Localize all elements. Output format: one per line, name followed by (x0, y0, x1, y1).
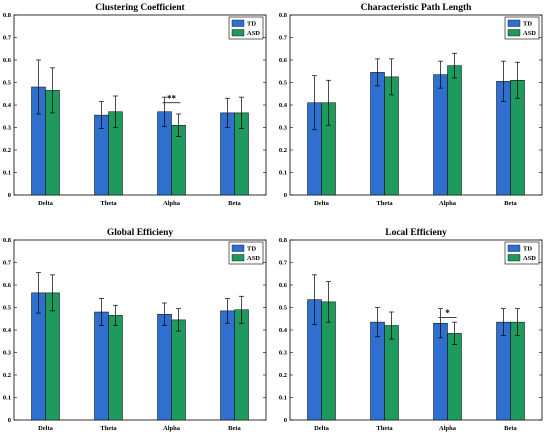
y-tick-label: 0.6 (279, 57, 288, 64)
y-tick-label: 0 (8, 192, 11, 199)
bar-td (497, 322, 511, 420)
legend-swatch-td (508, 245, 520, 252)
x-tick-label: Theta (376, 425, 393, 432)
significance-marker: * (445, 308, 450, 318)
bar-asd (109, 315, 123, 420)
y-tick-label: 0.1 (3, 170, 11, 177)
y-tick-label: 0.3 (279, 125, 288, 132)
y-tick-label: 0.3 (3, 125, 12, 132)
bar-asd (172, 320, 186, 420)
legend-label-td: TD (247, 246, 256, 253)
y-tick-label: 0.5 (279, 80, 288, 87)
legend-swatch-td (232, 245, 244, 252)
x-tick-label: Delta (38, 425, 54, 432)
x-tick-label: Alpha (163, 200, 181, 207)
bar-asd (511, 322, 525, 420)
x-tick-label: Beta (228, 425, 241, 432)
y-tick-label: 0.7 (3, 35, 12, 42)
y-tick-label: 0.8 (3, 237, 12, 244)
y-tick-label: 0.7 (3, 260, 12, 267)
x-tick-label: Delta (38, 200, 54, 207)
chart-title: Characteristic Path Length (361, 3, 473, 13)
legend-swatch-td (508, 20, 520, 27)
y-tick-label: 0.5 (3, 80, 12, 87)
bar-asd (46, 293, 60, 420)
y-tick-label: 0.1 (3, 395, 11, 402)
y-tick-label: 0.5 (3, 305, 12, 312)
legend-swatch-asd (508, 255, 520, 262)
y-tick-label: 0.6 (3, 57, 12, 64)
y-tick-label: 0.8 (279, 237, 288, 244)
x-tick-label: Alpha (163, 425, 181, 432)
legend-swatch-asd (232, 255, 244, 262)
y-tick-label: 0.8 (279, 12, 288, 19)
y-tick-label: 0.6 (279, 282, 288, 289)
y-tick-label: 0.7 (279, 260, 288, 267)
chart-panel-1: 0 0.1 0.2 0.3 0.4 0.5 0.6 0.7 0.8 Clustering Coef… (3, 3, 266, 207)
legend-label-td: TD (523, 246, 532, 253)
bar-td (371, 72, 385, 195)
x-tick-label: Alpha (439, 425, 457, 432)
y-tick-label: 0.2 (3, 147, 11, 154)
x-tick-label: Alpha (439, 200, 457, 207)
bar-asd (385, 326, 399, 421)
y-tick-label: 0.4 (279, 102, 288, 109)
y-tick-label: 0.5 (279, 305, 288, 312)
legend-swatch-td (232, 20, 244, 27)
y-tick-label: 0.2 (279, 147, 287, 154)
legend-label-td: TD (247, 21, 256, 28)
y-tick-label: 0.3 (279, 350, 288, 357)
bar-asd (235, 310, 249, 420)
y-tick-label: 0.2 (279, 372, 287, 379)
chart-panel-4: 0 0.1 0.2 0.3 0.4 0.5 0.6 0.7 0.8 Local Efficieny… (279, 228, 542, 432)
legend-label-asd: ASD (523, 30, 536, 37)
legend-swatch-asd (508, 30, 520, 37)
bar-asd (448, 66, 462, 195)
legend-label-asd: ASD (523, 255, 536, 262)
legend-label-td: TD (523, 21, 532, 28)
x-tick-label: Theta (376, 200, 393, 207)
legend-label-asd: ASD (247, 30, 260, 37)
bar-td (158, 314, 172, 420)
y-tick-label: 0.3 (3, 350, 12, 357)
y-tick-label: 0 (8, 417, 11, 424)
y-tick-label: 0.6 (3, 282, 12, 289)
legend-swatch-asd (232, 30, 244, 37)
chart-panel-3: 0 0.1 0.2 0.3 0.4 0.5 0.6 0.7 0.8 Global Efficien… (3, 228, 266, 432)
y-tick-label: 0.4 (3, 327, 12, 334)
chart-title: Clustering Coefficient (95, 3, 185, 13)
y-tick-label: 0 (284, 192, 287, 199)
y-tick-label: 0.1 (279, 395, 287, 402)
x-tick-label: Delta (314, 425, 330, 432)
y-tick-label: 0.1 (279, 170, 287, 177)
y-tick-label: 0.4 (3, 102, 12, 109)
chart-panel-2: 0 0.1 0.2 0.3 0.4 0.5 0.6 0.7 0.8 Characteristic … (279, 3, 542, 207)
x-tick-label: Delta (314, 200, 330, 207)
y-tick-label: 0.4 (279, 327, 288, 334)
x-tick-label: Beta (228, 200, 241, 207)
bar-td (434, 75, 448, 195)
x-tick-label: Beta (504, 200, 517, 207)
y-tick-label: 0 (284, 417, 287, 424)
x-tick-label: Theta (100, 200, 117, 207)
legend-label-asd: ASD (247, 255, 260, 262)
y-tick-label: 0.7 (279, 35, 288, 42)
chart-title: Local Efficieny (385, 228, 447, 238)
bar-td (221, 311, 235, 420)
chart-title: Global Efficieny (107, 228, 173, 238)
x-tick-label: Beta (504, 425, 517, 432)
y-tick-label: 0.2 (3, 372, 11, 379)
significance-marker: ** (167, 93, 177, 103)
bar-asd (448, 333, 462, 420)
bar-td (95, 312, 109, 420)
x-tick-label: Theta (100, 425, 117, 432)
y-tick-label: 0.8 (3, 12, 12, 19)
